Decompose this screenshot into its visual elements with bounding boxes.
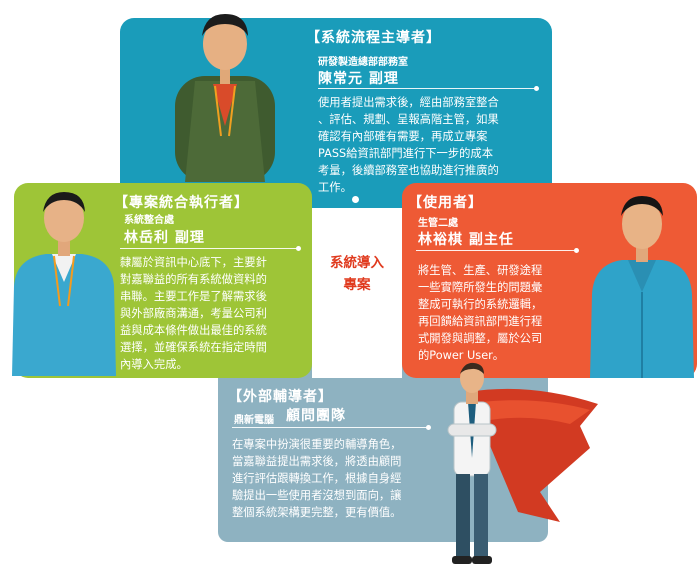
center-title: 系統導入 專案 xyxy=(316,252,398,296)
user-photo xyxy=(590,196,694,378)
leader-description: 使用者提出需求後，經由部務室整合 、評估、規劃、呈報高階主管，如果 確認有內部確… xyxy=(318,94,544,196)
user-description-line: 將生管、生產、研發途程 xyxy=(418,264,543,277)
executor-heading: 【專案統合執行者】 xyxy=(114,195,249,211)
advisor-heading: 【外部輔導者】 xyxy=(228,389,333,405)
executor-description-line: 內導入完成。 xyxy=(120,358,188,371)
executor-dept: 系統整合處 xyxy=(124,215,174,226)
executor-divider xyxy=(120,246,301,251)
user-description-line: 一些實際所發生的問題彙 xyxy=(418,281,543,294)
user-heading: 【使用者】 xyxy=(408,195,483,211)
leader-dot xyxy=(352,196,359,203)
leader-description-line: 工作。 xyxy=(318,181,352,194)
leader-photo xyxy=(175,14,275,182)
advisor-description-line: 當嘉聯益提出需求後，將透由顧問 xyxy=(232,455,402,468)
advisor-name: 顧問團隊 xyxy=(286,408,346,424)
leader-description-line: 考量，後續部務室也協助進行推廣的 xyxy=(318,164,499,177)
leader-description-line: 確認有內部確有需要，再成立專案 xyxy=(318,130,488,143)
leader-dept: 研發製造總部部務室 xyxy=(318,57,408,68)
leader-divider xyxy=(318,86,539,91)
user-divider xyxy=(416,248,579,253)
executor-name: 林岳利 副理 xyxy=(124,230,205,246)
user-name: 林裕棋 副主任 xyxy=(418,232,514,248)
advisor-description: 在專案中扮演很重要的輔導角色， 當嘉聯益提出需求後，將透由顧問 進行評估跟轉換工… xyxy=(232,436,440,521)
user-dept: 生管二處 xyxy=(418,218,458,229)
advisor-divider xyxy=(232,425,431,430)
leader-description-line: PASS給資訊部門進行下一步的成本 xyxy=(318,147,494,160)
advisor-description-line: 驗提出一些使用者沒想到面向，讓 xyxy=(232,489,402,502)
executor-description-line: 與外部廠商溝通，考量公司利 xyxy=(120,307,267,320)
user-description-line: 式開發與調整，屬於公司 xyxy=(418,332,543,345)
advisor-description-line: 在專案中扮演很重要的輔導角色， xyxy=(232,438,402,451)
center-title-line: 專案 xyxy=(343,277,371,293)
advisor-description-line: 進行評估跟轉換工作，根據自身經 xyxy=(232,472,402,485)
center-title-line: 系統導入 xyxy=(330,255,384,271)
leader-heading: 【系統流程主導者】 xyxy=(306,30,441,46)
executor-description-line: 對嘉聯益的所有系統做資料的 xyxy=(120,273,267,286)
user-description-line: 整成可執行的系統邏輯， xyxy=(418,298,543,311)
executor-description: 隸屬於資訊中心底下，主要針 對嘉聯益的所有系統做資料的 串聯。主要工作是了解需求… xyxy=(120,254,306,373)
user-description: 將生管、生產、研發途程 一些實際所發生的問題彙 整成可執行的系統邏輯， 再回饋給… xyxy=(418,262,586,364)
executor-photo xyxy=(12,192,116,376)
center-panel xyxy=(312,208,402,378)
leader-description-line: 使用者提出需求後，經由部務室整合 xyxy=(318,96,499,109)
advisor-description-line: 整個系統架構更完整，更有價值。 xyxy=(232,506,402,519)
leader-name: 陳常元 副理 xyxy=(318,71,399,87)
executor-description-line: 益與成本條件做出最佳的系統 xyxy=(120,324,267,337)
executor-description-line: 串聯。主要工作是了解需求後 xyxy=(120,290,267,303)
user-description-line: 的Power User。 xyxy=(418,349,505,362)
superhero-illustration xyxy=(447,362,598,564)
advisor-company: 鼎新電腦 xyxy=(234,415,274,426)
executor-description-line: 隸屬於資訊中心底下，主要針 xyxy=(120,256,267,269)
user-description-line: 再回饋給資訊部門進行程 xyxy=(418,315,543,328)
leader-description-line: 、評估、規劃、呈報高階主管，如果 xyxy=(318,113,499,126)
executor-description-line: 選擇，並確保系統在指定時間 xyxy=(120,341,267,354)
